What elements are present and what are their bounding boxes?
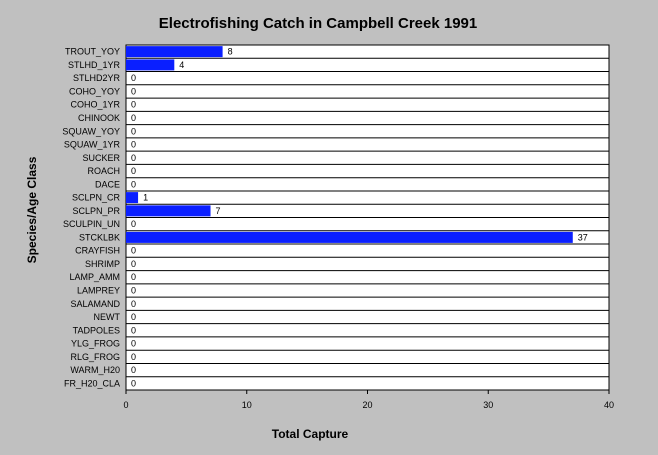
category-label: SHRIMP <box>85 259 120 269</box>
value-label: 0 <box>131 378 136 388</box>
value-label: 0 <box>131 166 136 176</box>
value-label: 0 <box>131 246 136 256</box>
value-label: 0 <box>131 352 136 362</box>
value-label: 0 <box>131 153 136 163</box>
category-label: SALAMAND <box>70 299 120 309</box>
value-label: 0 <box>131 312 136 322</box>
category-label: FR_H20_CLA <box>64 378 120 388</box>
category-label: NEWT <box>94 312 121 322</box>
category-label: COHO_YOY <box>69 86 120 96</box>
bar <box>126 231 573 243</box>
x-tick-label: 40 <box>604 400 614 410</box>
category-label: DACE <box>95 179 120 189</box>
category-label: TROUT_YOY <box>65 47 120 57</box>
value-label: 0 <box>131 113 136 123</box>
category-label: SQUAW_YOY <box>62 126 120 136</box>
chart-title: Electrofishing Catch in Campbell Creek 1… <box>159 15 477 32</box>
value-label: 0 <box>131 86 136 96</box>
value-label: 37 <box>578 232 588 242</box>
category-label: TADPOLES <box>73 325 120 335</box>
x-axis-ticks: 0 10 20 30 40 <box>123 390 614 410</box>
category-label: SQUAW_1YR <box>64 140 121 150</box>
category-label: STLHD_1YR <box>68 60 121 70</box>
bar <box>126 46 223 58</box>
bar <box>126 59 175 71</box>
value-label: 0 <box>131 285 136 295</box>
category-labels: TROUT_YOY STLHD_1YR STLHD2YR COHO_YOY COHO_1… <box>62 47 120 389</box>
value-label: 0 <box>131 73 136 83</box>
category-label: SCLPN_PR <box>72 206 120 216</box>
category-label: CHINOOK <box>78 113 120 123</box>
category-label: WARM_H20 <box>70 365 120 375</box>
value-label: 0 <box>131 140 136 150</box>
value-label: 1 <box>143 193 148 203</box>
value-label: 0 <box>131 126 136 136</box>
value-label: 0 <box>131 100 136 110</box>
value-label: 0 <box>131 299 136 309</box>
value-label: 4 <box>179 60 184 70</box>
x-tick-label: 30 <box>483 400 493 410</box>
value-label: 0 <box>131 325 136 335</box>
category-label: ROACH <box>87 166 120 176</box>
category-label: LAMPREY <box>77 285 120 295</box>
value-label: 0 <box>131 365 136 375</box>
x-tick-label: 20 <box>362 400 372 410</box>
x-tick-label: 10 <box>242 400 252 410</box>
x-axis-title: Total Capture <box>272 427 349 441</box>
value-label: 8 <box>228 47 233 57</box>
value-label: 0 <box>131 339 136 349</box>
value-label: 7 <box>216 206 221 216</box>
value-label: 0 <box>131 179 136 189</box>
bar <box>126 192 139 204</box>
bars <box>126 46 573 243</box>
category-label: SUCKER <box>82 153 120 163</box>
category-label: CRAYFISH <box>75 246 120 256</box>
value-label: 0 <box>131 259 136 269</box>
gridlines <box>126 57 609 378</box>
category-label: STCKLBK <box>79 232 120 242</box>
bar <box>126 205 211 217</box>
category-label: COHO_1YR <box>70 100 120 110</box>
x-tick-label: 0 <box>123 400 128 410</box>
category-label: YLG_FROG <box>71 339 120 349</box>
category-label: SCLPN_CR <box>72 193 121 203</box>
category-label: RLG_FROG <box>70 352 120 362</box>
value-label: 0 <box>131 272 136 282</box>
y-axis-title: Species/Age Class <box>25 156 39 263</box>
category-label: SCULPIN_UN <box>63 219 120 229</box>
category-label: LAMP_AMM <box>69 272 120 282</box>
category-label: STLHD2YR <box>73 73 121 83</box>
value-label: 0 <box>131 219 136 229</box>
